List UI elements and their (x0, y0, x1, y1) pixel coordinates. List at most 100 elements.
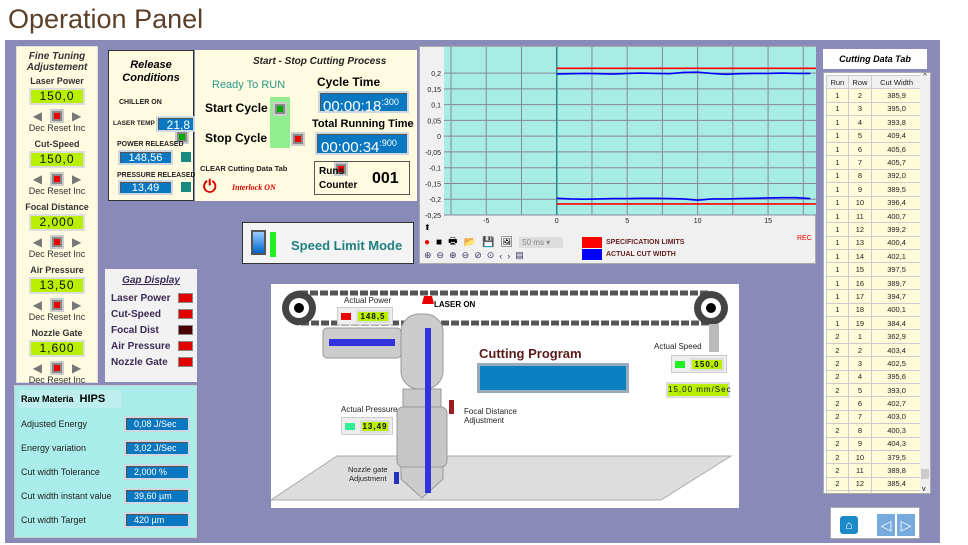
fine-tuning-value[interactable]: 1,600 (29, 340, 85, 357)
speed-limit-switch-icon[interactable] (251, 230, 266, 255)
table-row[interactable]: 2 1 362,9 (826, 329, 922, 344)
reset-button[interactable] (50, 297, 64, 312)
table-row[interactable]: 1 9 389,5 (826, 182, 922, 197)
table-row[interactable]: 1 15 397,5 (826, 262, 922, 277)
speed-limit-mode[interactable]: Speed Limit Mode (242, 222, 414, 264)
table-row[interactable]: 2 3 402,5 (826, 356, 922, 371)
reset-button[interactable] (50, 108, 64, 123)
export-data-icon[interactable]: ▤ (515, 250, 524, 260)
table-scrollbar[interactable]: ^ v (920, 73, 930, 493)
increment-icon[interactable]: ▶ (72, 360, 82, 375)
start-cycle-button[interactable] (273, 102, 287, 116)
reset-label: Reset (47, 375, 71, 385)
export-image-icon[interactable]: 🖼 (500, 237, 514, 248)
reset-button[interactable] (50, 171, 64, 186)
increment-icon[interactable]: ▶ (72, 171, 82, 186)
table-row[interactable]: 1 18 400,1 (826, 302, 922, 318)
reset-button[interactable] (50, 360, 64, 375)
table-cell: 11 (847, 208, 873, 224)
gap-item: Air Pressure (111, 338, 193, 354)
table-row[interactable]: 2 11 389,8 (826, 463, 922, 478)
table-row[interactable]: 2 9 404,3 (826, 436, 922, 451)
fine-tuning-value[interactable]: 2,000 (29, 214, 85, 231)
interval-select[interactable]: 50 ms ▾ (519, 237, 564, 248)
prev-page-icon[interactable]: ◁ (877, 514, 895, 536)
table-row[interactable]: 2 5 393,0 (826, 382, 922, 398)
table-row[interactable]: 2 6 402,7 (826, 396, 922, 411)
table-row[interactable]: 213386,9 (826, 490, 922, 493)
decrement-icon[interactable]: ◀ (32, 108, 42, 123)
table-row[interactable]: 2 4 395,6 (826, 369, 922, 384)
cutting-data-table-wrap: Run Row Cut Width 1 2 385,9 1 3 395,0 1 4 393,8 1 5 4… (823, 72, 931, 494)
increment-icon[interactable]: ▶ (72, 297, 82, 312)
table-row[interactable]: 2 12 385,4 (826, 476, 922, 492)
table-cell: 389,8 (871, 463, 922, 478)
stop-icon[interactable]: ■ (436, 237, 443, 248)
fine-tuning-value[interactable]: 13,50 (29, 277, 85, 294)
decrement-icon[interactable]: ◀ (32, 360, 42, 375)
record-icon[interactable]: ● (424, 237, 431, 248)
table-cell: 2 (826, 409, 849, 425)
decrement-icon[interactable]: ◀ (32, 234, 42, 249)
table-row[interactable]: 1 14 402,1 (826, 249, 922, 264)
table-row[interactable]: 1 11 400,7 (826, 208, 922, 224)
cursor-marker-icon[interactable]: ⬆ (424, 223, 431, 232)
increment-icon[interactable]: ▶ (72, 234, 82, 249)
nozzle-knob-icon[interactable] (394, 472, 399, 484)
open-folder-icon[interactable]: 📂 (463, 237, 476, 248)
table-row[interactable]: 1 7 405,7 (826, 155, 922, 170)
table-cell: 2 (826, 329, 849, 344)
zoom-y-out-icon[interactable]: ⊖ (436, 250, 445, 260)
table-row[interactable]: 2 7 403,0 (826, 409, 922, 425)
table-row[interactable]: 1 16 389,7 (826, 275, 922, 291)
table-cell: 3 (847, 101, 873, 117)
zoom-x-icon[interactable]: ⊕ (449, 250, 457, 260)
col-cut-width[interactable]: Cut Width (871, 74, 922, 90)
table-row[interactable]: 1 10 396,4 (826, 195, 922, 210)
table-row[interactable]: 2 10 379,5 (826, 449, 922, 465)
table-row[interactable]: 1 6 405,6 (826, 141, 922, 157)
print-icon[interactable]: 🖶 (448, 236, 458, 247)
table-cell: 395,0 (871, 101, 922, 117)
clear-data-button[interactable] (333, 162, 348, 176)
fine-tuning-value[interactable]: 150,0 (29, 88, 85, 105)
gap-item-led (178, 357, 193, 367)
zoom-x-out-icon[interactable]: ⊖ (461, 250, 470, 260)
raw-material-row: Adjusted Energy 0,08 J/Sec (21, 412, 190, 436)
power-icon[interactable]: ⏻ (203, 177, 217, 196)
stop-cycle-button[interactable] (291, 132, 306, 146)
zoom-y-icon[interactable]: ⊕ (424, 250, 432, 260)
table-row[interactable]: 1 3 395,0 (826, 101, 922, 117)
increment-icon[interactable]: ▶ (72, 108, 82, 123)
table-row[interactable]: 2 8 400,3 (826, 423, 922, 438)
table-cell: 2 (826, 382, 849, 398)
fine-tuning-value[interactable]: 150,0 (29, 151, 85, 168)
home-icon[interactable]: ⌂ (840, 516, 858, 534)
zoom-fit-icon[interactable]: ⊙ (486, 250, 495, 260)
decrement-icon[interactable]: ◀ (32, 171, 42, 186)
scroll-down-icon[interactable]: v (922, 486, 926, 493)
reset-button[interactable] (50, 234, 64, 249)
table-row[interactable]: 1 4 393,8 (826, 115, 922, 130)
scroll-thumb[interactable] (921, 469, 929, 479)
decrement-icon[interactable]: ◀ (32, 297, 42, 312)
table-row[interactable]: 1 8 392,0 (826, 168, 922, 184)
table-row[interactable]: 1 2 385,9 (826, 88, 922, 103)
scroll-left-icon[interactable]: ‹ (499, 250, 503, 261)
raw-row-label: Cut width Target (21, 515, 86, 525)
table-row[interactable]: 1 13 400,4 (826, 235, 922, 251)
zoom-reset-icon[interactable]: ⊘ (474, 250, 482, 260)
table-row[interactable]: 1 5 409,4 (826, 128, 922, 143)
col-run[interactable]: Run (826, 74, 849, 90)
table-row[interactable]: 1 19 384,4 (826, 316, 922, 331)
scroll-up-icon[interactable]: ^ (923, 73, 927, 80)
table-row[interactable]: 1 12 399,2 (826, 222, 922, 237)
table-row[interactable]: 2 2 403,4 (826, 342, 922, 358)
focal-adjust-label: Focal Distance Adjustment (464, 407, 517, 425)
focal-knob-icon[interactable] (449, 400, 454, 414)
col-row[interactable]: Row (847, 74, 873, 90)
save-icon[interactable]: 💾 (482, 237, 495, 248)
scroll-right-icon[interactable]: › (507, 250, 511, 261)
table-row[interactable]: 1 17 394,7 (826, 289, 922, 304)
next-page-icon[interactable]: ▷ (897, 514, 915, 536)
